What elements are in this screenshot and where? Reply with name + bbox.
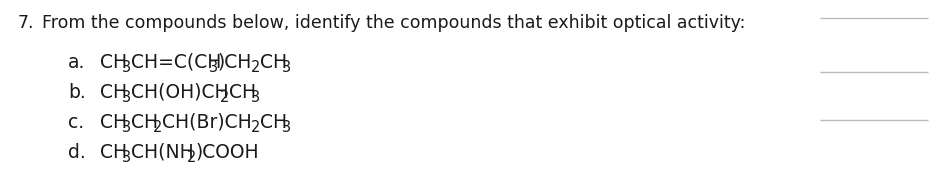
Text: 2: 2 [153, 120, 163, 135]
Text: CH(Br)CH: CH(Br)CH [162, 113, 252, 132]
Text: CH: CH [229, 83, 256, 102]
Text: d.: d. [68, 143, 86, 162]
Text: CH=C(CH: CH=C(CH [131, 53, 222, 72]
Text: c.: c. [68, 113, 84, 132]
Text: )COOH: )COOH [195, 143, 259, 162]
Text: 2: 2 [252, 60, 261, 75]
Text: b.: b. [68, 83, 86, 102]
Text: CH: CH [100, 53, 127, 72]
Text: 3: 3 [282, 120, 292, 135]
Text: 3: 3 [209, 60, 218, 75]
Text: 3: 3 [282, 60, 292, 75]
Text: CH: CH [100, 83, 127, 102]
Text: CH: CH [100, 113, 127, 132]
Text: 3: 3 [122, 120, 132, 135]
Text: 2: 2 [221, 90, 230, 105]
Text: a.: a. [68, 53, 85, 72]
Text: )CH: )CH [218, 53, 252, 72]
Text: CH(NH: CH(NH [131, 143, 194, 162]
Text: 3: 3 [252, 90, 261, 105]
Text: 3: 3 [122, 90, 132, 105]
Text: CH(OH)CH: CH(OH)CH [131, 83, 229, 102]
Text: CH: CH [260, 53, 287, 72]
Text: 2: 2 [187, 150, 196, 165]
Text: 3: 3 [122, 60, 132, 75]
Text: From the compounds below, identify the compounds that exhibit optical activity:: From the compounds below, identify the c… [42, 14, 745, 32]
Text: 2: 2 [252, 120, 261, 135]
Text: CH: CH [260, 113, 287, 132]
Text: 7.: 7. [18, 14, 35, 32]
Text: CH: CH [131, 113, 158, 132]
Text: 3: 3 [122, 150, 132, 165]
Text: CH: CH [100, 143, 127, 162]
